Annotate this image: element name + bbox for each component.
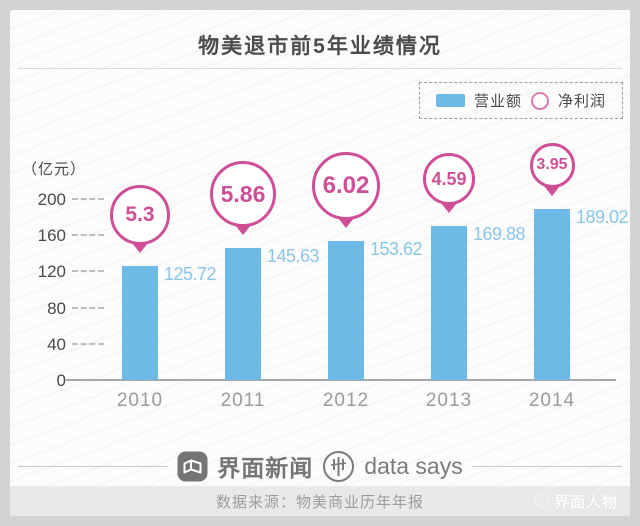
source-bar: 数据来源：物美商业历年年报 界面人物 — [10, 486, 630, 516]
y-tick-40: 40 — [47, 334, 66, 354]
footer-right-line — [471, 465, 623, 467]
data-says-wordmark: data says — [364, 452, 463, 479]
profit-bubble-tail-2012 — [338, 217, 354, 228]
bar-2012 — [328, 240, 364, 380]
profit-bubble-2011: 5.86 — [210, 161, 276, 228]
revenue-swatch-icon — [435, 94, 465, 107]
profit-bubble-tail-2011 — [235, 225, 251, 236]
jiemian-news-wordmark: 界面新闻 — [217, 455, 314, 481]
bar-2011 — [225, 248, 261, 380]
y-tick-120: 120 — [37, 262, 66, 282]
y-gridstub-80 — [72, 306, 104, 309]
profit-bubble-tail-2013 — [441, 203, 457, 214]
bar-2010 — [122, 266, 158, 380]
watermark: 界面人物 — [534, 486, 618, 516]
y-gridstub-120 — [72, 270, 104, 273]
bar-chart: 0 40 80 120 160 200 125.72 2010 5.3 145.63 2011 5.8… — [10, 10, 630, 516]
bar-value-2014: 189.02 — [576, 206, 629, 227]
jiemian-news-logo-icon — [177, 451, 208, 482]
profit-bubble-2010: 5.3 — [110, 185, 170, 246]
bar-value-2010: 125.72 — [164, 264, 217, 285]
profit-bubble-2013: 4.59 — [423, 153, 475, 206]
x-tick-2012: 2012 — [322, 390, 370, 411]
footer-brands: 界面新闻 data says — [18, 447, 623, 485]
title-divider — [18, 68, 622, 69]
y-tick-80: 80 — [47, 298, 66, 318]
bar-2014 — [534, 208, 570, 380]
profit-bubble-tail-2014 — [544, 185, 560, 196]
y-gridstub-200 — [72, 198, 104, 200]
data-source-note: 数据来源：物美商业历年年报 — [215, 493, 424, 511]
data-says-logo-icon — [322, 450, 355, 483]
profit-bubble-2014: 3.95 — [529, 142, 575, 188]
y-axis-unit-label: （亿元） — [22, 161, 87, 178]
y-tick-0: 0 — [56, 371, 66, 390]
bar-2013 — [431, 226, 467, 380]
x-tick-2011: 2011 — [220, 390, 266, 411]
infographic-card: 物美退市前5年业绩情况 营业额 净利润 （亿元） 0 40 80 120 160 200 1… — [10, 10, 630, 516]
y-gridstub-160 — [72, 234, 104, 237]
y-gridstub-40 — [72, 342, 104, 345]
y-tick-200: 200 — [37, 190, 66, 209]
y-tick-160: 160 — [37, 226, 66, 246]
bar-value-2011: 145.63 — [267, 246, 320, 267]
watermark-label: 界面人物 — [553, 493, 618, 511]
x-axis-line — [66, 379, 616, 381]
page-title: 物美退市前5年业绩情况 — [198, 35, 442, 58]
footer-left-line — [18, 465, 169, 467]
profit-circle-icon — [531, 91, 549, 110]
bar-value-2012: 153.62 — [370, 238, 423, 259]
legend-profit-label: 净利润 — [558, 93, 607, 110]
bar-value-2013: 169.88 — [473, 224, 526, 245]
legend-revenue-label: 营业额 — [473, 93, 522, 110]
profit-bubble-tail-2010 — [132, 243, 148, 254]
x-tick-2010: 2010 — [116, 390, 164, 411]
jiemian-renwu-icon — [534, 494, 549, 508]
x-tick-2013: 2013 — [425, 390, 473, 411]
profit-bubble-2012: 6.02 — [312, 151, 380, 220]
legend: 营业额 净利润 — [419, 82, 623, 119]
x-tick-2014: 2014 — [528, 390, 576, 411]
